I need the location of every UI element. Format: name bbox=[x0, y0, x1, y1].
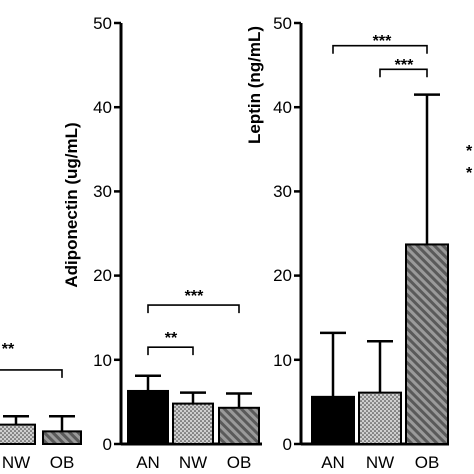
significance-bracket-0 bbox=[147, 304, 240, 314]
error-bar-nw bbox=[367, 340, 393, 393]
error-bar-nw bbox=[180, 391, 206, 404]
category-label-nw: NW bbox=[2, 453, 30, 472]
bar-nw bbox=[0, 423, 36, 446]
y-tick-label-10: 10 bbox=[93, 351, 112, 370]
edge-mark-bottom: * bbox=[466, 165, 473, 182]
y-tick-label-30: 30 bbox=[273, 182, 292, 201]
y-tick-label-40: 40 bbox=[273, 98, 292, 117]
edge-mark-top: * bbox=[466, 143, 473, 160]
panel-adiponectin: 0 10 20 30 40 50 Adiponectin (ug/mL) AN … bbox=[62, 14, 262, 472]
y-tick-label-50: 50 bbox=[93, 14, 112, 33]
y-tick-label-20: 20 bbox=[273, 266, 292, 285]
bar-nw bbox=[172, 402, 214, 446]
category-label-nw: NW bbox=[179, 453, 207, 472]
y-tick-label-50: 50 bbox=[273, 14, 292, 33]
y-tick-label-0: 0 bbox=[283, 435, 292, 454]
y-tick-label-40: 40 bbox=[93, 98, 112, 117]
error-bar-ob bbox=[49, 414, 75, 432]
significance-label: ** bbox=[2, 341, 15, 358]
significance-label-nw-ob: *** bbox=[395, 57, 414, 74]
category-label-ob: OB bbox=[50, 453, 75, 472]
significance-bracket-0 bbox=[332, 44, 428, 54]
y-tick-label-10: 10 bbox=[273, 351, 292, 370]
significance-label-an-nw: ** bbox=[165, 330, 178, 347]
bar-ob bbox=[42, 430, 82, 445]
bar-ob bbox=[218, 406, 260, 446]
panel-leptin: 0 10 20 30 40 50 Leptin (ng/mL) AN NW OB… bbox=[245, 14, 449, 472]
y-tick-label-30: 30 bbox=[93, 182, 112, 201]
bar-an bbox=[127, 389, 169, 446]
significance-label-an-ob: *** bbox=[185, 288, 204, 305]
bar-an bbox=[311, 395, 355, 445]
y-tick-label-0: 0 bbox=[103, 435, 112, 454]
error-bar-an bbox=[135, 374, 161, 391]
error-bar-nw bbox=[3, 414, 29, 425]
category-label-an: AN bbox=[136, 453, 160, 472]
y-axis-title: Adiponectin (ug/mL) bbox=[62, 122, 81, 287]
bar-nw bbox=[358, 391, 402, 445]
significance-bracket-1 bbox=[147, 346, 194, 356]
error-bar-ob bbox=[414, 93, 440, 245]
category-label-nw: NW bbox=[366, 453, 394, 472]
error-bar-an bbox=[320, 331, 346, 397]
category-label-an: AN bbox=[321, 453, 345, 472]
significance-bracket-1 bbox=[379, 68, 428, 78]
significance-label-an-ob: *** bbox=[373, 33, 392, 50]
bar-ob bbox=[405, 243, 449, 445]
category-label-ob: OB bbox=[227, 453, 252, 472]
error-bar-ob bbox=[226, 392, 252, 408]
bar-layer bbox=[0, 369, 82, 446]
y-axis-title: Leptin (ng/mL) bbox=[245, 26, 264, 144]
y-tick-label-20: 20 bbox=[93, 266, 112, 285]
category-label-ob: OB bbox=[415, 453, 440, 472]
panel-partial: NW OB ** bbox=[0, 341, 82, 472]
significance-bracket-0 bbox=[0, 369, 63, 378]
